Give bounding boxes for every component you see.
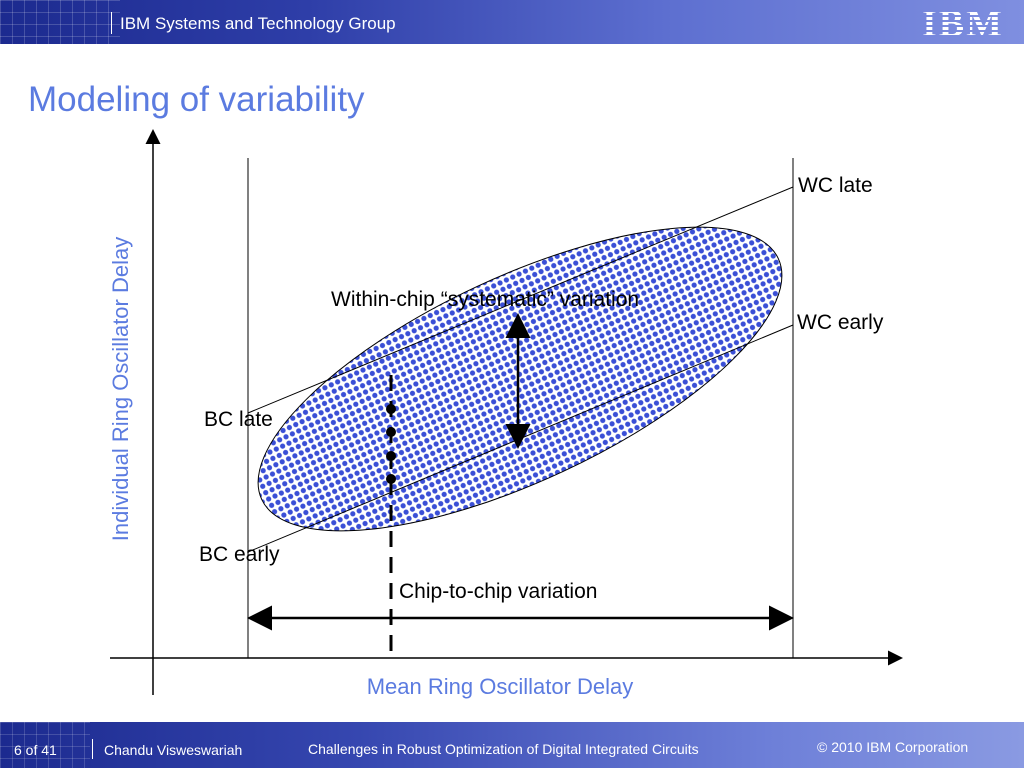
- author-name: Chandu Visweswariah: [104, 742, 243, 758]
- wc-early-label: WC early: [797, 311, 884, 334]
- footer-grid-pattern: [0, 722, 90, 768]
- within-chip-label: Within-chip “systematic” variation: [331, 288, 640, 311]
- variability-ellipse: [257, 226, 783, 532]
- sample-dot: [386, 474, 396, 484]
- footer-separator: [92, 739, 93, 759]
- chip-to-chip-label: Chip-to-chip variation: [399, 580, 598, 603]
- bc-late-label: BC late: [204, 408, 273, 431]
- ibm-logo-text: IBM: [922, 3, 1002, 42]
- talk-title: Challenges in Robust Optimization of Dig…: [308, 741, 699, 757]
- sample-dot: [386, 451, 396, 461]
- header-separator: [111, 12, 112, 34]
- wc-late-label: WC late: [798, 174, 873, 197]
- page-number: 6 of 41: [14, 742, 57, 758]
- sample-dot: [386, 427, 396, 437]
- copyright: © 2010 IBM Corporation: [817, 739, 969, 755]
- y-axis-label: Individual Ring Oscillator Delay: [108, 236, 133, 542]
- footer-bar: 6 of 41 Chandu Visweswariah Challenges i…: [0, 722, 1024, 768]
- late-corner-line: [247, 186, 794, 414]
- x-axis-label: Mean Ring Oscillator Delay: [366, 674, 634, 699]
- header-bar: IBM Systems and Technology Group IBM: [0, 0, 1024, 44]
- header-grid-pattern: [0, 0, 120, 44]
- ibm-logo-icon: IBM: [922, 3, 1002, 42]
- sample-dot: [386, 404, 396, 414]
- bc-early-label: BC early: [199, 543, 280, 566]
- slide-title: Modeling of variability: [28, 80, 365, 119]
- group-name: IBM Systems and Technology Group: [120, 14, 396, 33]
